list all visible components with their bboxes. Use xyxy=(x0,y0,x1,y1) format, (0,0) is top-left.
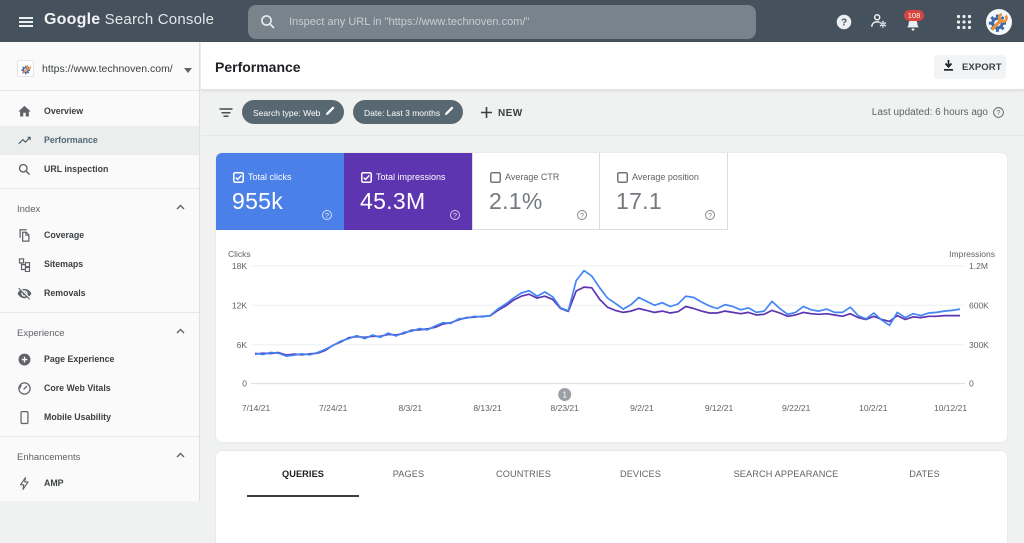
svg-text:600K: 600K xyxy=(969,300,989,310)
svg-text:0: 0 xyxy=(969,379,974,389)
svg-text:9/2/21: 9/2/21 xyxy=(630,403,654,413)
svg-text:7/24/21: 7/24/21 xyxy=(319,403,348,413)
svg-text:300K: 300K xyxy=(969,340,989,350)
svg-text:6K: 6K xyxy=(237,340,248,350)
svg-text:10/12/21: 10/12/21 xyxy=(934,403,967,413)
svg-text:1.2M: 1.2M xyxy=(969,261,988,271)
svg-text:?: ? xyxy=(841,18,847,29)
svg-text:10/2/21: 10/2/21 xyxy=(859,403,888,413)
svg-text:8/3/21: 8/3/21 xyxy=(398,403,422,413)
svg-text:9/12/21: 9/12/21 xyxy=(705,403,734,413)
svg-text:?: ? xyxy=(997,110,1001,117)
svg-text:1: 1 xyxy=(562,391,567,400)
svg-text:Clicks: Clicks xyxy=(228,249,251,259)
svg-text:9/22/21: 9/22/21 xyxy=(782,403,811,413)
svg-text:8/13/21: 8/13/21 xyxy=(473,403,502,413)
svg-text:8/23/21: 8/23/21 xyxy=(551,403,580,413)
svg-text:0: 0 xyxy=(242,379,247,389)
svg-text:7/14/21: 7/14/21 xyxy=(242,403,271,413)
svg-text:18K: 18K xyxy=(232,261,247,271)
svg-text:Impressions: Impressions xyxy=(949,249,995,259)
svg-text:12K: 12K xyxy=(232,300,247,310)
